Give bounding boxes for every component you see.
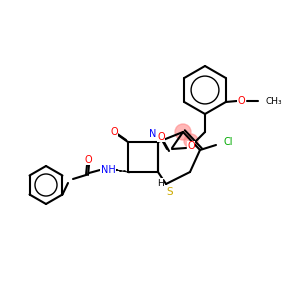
Text: O: O [110, 127, 118, 137]
Text: O: O [84, 155, 92, 165]
Circle shape [184, 134, 198, 148]
Text: NH: NH [100, 165, 116, 175]
Text: S: S [167, 187, 173, 197]
Text: Cl: Cl [223, 137, 233, 147]
Text: H: H [157, 178, 164, 188]
Text: O: O [157, 132, 165, 142]
Circle shape [175, 124, 191, 140]
Text: CH₃: CH₃ [266, 97, 282, 106]
Text: O: O [187, 141, 195, 151]
Text: N: N [149, 129, 157, 139]
Text: O: O [238, 96, 246, 106]
